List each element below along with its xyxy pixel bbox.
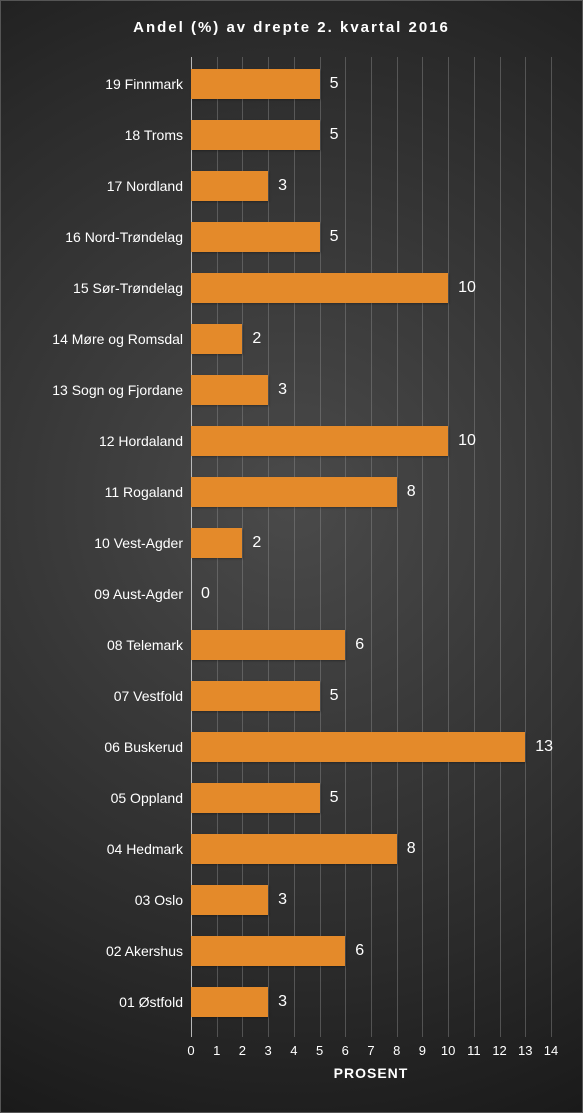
bar-row: 13 Sogn og Fjordane3 <box>191 375 551 405</box>
bar-value-label: 8 <box>407 483 416 501</box>
bar-row: 14 Møre og Romsdal2 <box>191 324 551 354</box>
x-tick-label: 14 <box>544 1043 558 1058</box>
bar-row: 12 Hordaland10 <box>191 426 551 456</box>
bar <box>191 681 320 711</box>
bar <box>191 120 320 150</box>
bar-row: 02 Akershus6 <box>191 936 551 966</box>
bar <box>191 171 268 201</box>
bar-row: 01 Østfold3 <box>191 987 551 1017</box>
bar-value-label: 6 <box>355 636 364 654</box>
x-tick-label: 6 <box>342 1043 349 1058</box>
category-label: 18 Troms <box>125 127 183 143</box>
bar <box>191 936 345 966</box>
x-tick-label: 4 <box>290 1043 297 1058</box>
category-label: 19 Finnmark <box>105 76 183 92</box>
bar-value-label: 5 <box>330 228 339 246</box>
x-tick-label: 1 <box>213 1043 220 1058</box>
bar <box>191 426 448 456</box>
x-tick-label: 5 <box>316 1043 323 1058</box>
category-label: 13 Sogn og Fjordane <box>52 382 183 398</box>
category-label: 15 Sør-Trøndelag <box>73 280 183 296</box>
bar-value-label: 3 <box>278 891 287 909</box>
bar <box>191 834 397 864</box>
bar <box>191 630 345 660</box>
bar-value-label: 6 <box>355 942 364 960</box>
bar <box>191 528 242 558</box>
category-label: 04 Hedmark <box>107 841 183 857</box>
bar-value-label: 10 <box>458 279 476 297</box>
x-tick-label: 10 <box>441 1043 455 1058</box>
bar-row: 06 Buskerud13 <box>191 732 551 762</box>
bar-value-label: 3 <box>278 993 287 1011</box>
bar-value-label: 8 <box>407 840 416 858</box>
x-ticks: 01234567891011121314 <box>191 1037 551 1067</box>
bar-row: 05 Oppland5 <box>191 783 551 813</box>
x-axis-label: PROSENT <box>191 1065 551 1081</box>
bar-row: 07 Vestfold5 <box>191 681 551 711</box>
chart-title: Andel (%) av drepte 2. kvartal 2016 <box>1 19 582 36</box>
bar <box>191 375 268 405</box>
category-label: 08 Telemark <box>107 637 183 653</box>
bar-value-label: 13 <box>535 738 553 756</box>
bar-row: 17 Nordland3 <box>191 171 551 201</box>
category-label: 05 Oppland <box>111 790 183 806</box>
bar-value-label: 3 <box>278 177 287 195</box>
bar <box>191 885 268 915</box>
bar-value-label: 3 <box>278 381 287 399</box>
bar-value-label: 5 <box>330 126 339 144</box>
category-label: 07 Vestfold <box>114 688 183 704</box>
x-tick-label: 9 <box>419 1043 426 1058</box>
x-tick-label: 3 <box>265 1043 272 1058</box>
category-label: 03 Oslo <box>135 892 183 908</box>
x-tick-label: 2 <box>239 1043 246 1058</box>
x-tick-label: 0 <box>187 1043 194 1058</box>
category-label: 17 Nordland <box>107 178 183 194</box>
gridline <box>551 57 552 1037</box>
bar-row: 16 Nord-Trøndelag5 <box>191 222 551 252</box>
bar-row: 18 Troms5 <box>191 120 551 150</box>
category-label: 11 Rogaland <box>105 484 183 500</box>
bar-row: 10 Vest-Agder2 <box>191 528 551 558</box>
bar-value-label: 5 <box>330 789 339 807</box>
category-label: 09 Aust-Agder <box>94 586 183 602</box>
bar <box>191 732 525 762</box>
bar-row: 19 Finnmark5 <box>191 69 551 99</box>
bar-row: 11 Rogaland8 <box>191 477 551 507</box>
bar-value-label: 2 <box>252 534 261 552</box>
category-label: 02 Akershus <box>106 943 183 959</box>
x-tick-label: 8 <box>393 1043 400 1058</box>
bar <box>191 69 320 99</box>
bar <box>191 324 242 354</box>
x-tick-label: 12 <box>492 1043 506 1058</box>
chart-container: Andel (%) av drepte 2. kvartal 2016 19 F… <box>0 0 583 1113</box>
x-tick-label: 7 <box>367 1043 374 1058</box>
bar-row: 08 Telemark6 <box>191 630 551 660</box>
bar-value-label: 0 <box>201 585 210 603</box>
category-label: 12 Hordaland <box>99 433 183 449</box>
bar-value-label: 2 <box>252 330 261 348</box>
category-label: 10 Vest-Agder <box>94 535 183 551</box>
bar-row: 15 Sør-Trøndelag10 <box>191 273 551 303</box>
bar <box>191 987 268 1017</box>
x-tick-label: 11 <box>467 1043 481 1058</box>
bar <box>191 222 320 252</box>
category-label: 01 Østfold <box>119 994 183 1010</box>
bar-value-label: 5 <box>330 75 339 93</box>
bar-row: 04 Hedmark8 <box>191 834 551 864</box>
bar <box>191 273 448 303</box>
category-label: 16 Nord-Trøndelag <box>65 229 183 245</box>
plot-area: 19 Finnmark5 18 Troms5 17 Nordland3 16 Nord… <box>191 57 551 1037</box>
bar <box>191 477 397 507</box>
x-tick-label: 13 <box>518 1043 532 1058</box>
category-label: 14 Møre og Romsdal <box>52 331 183 347</box>
bar-value-label: 10 <box>458 432 476 450</box>
category-label: 06 Buskerud <box>104 739 183 755</box>
bar-row: 03 Oslo3 <box>191 885 551 915</box>
bar <box>191 783 320 813</box>
bar-row: 09 Aust-Agder0 <box>191 579 551 609</box>
bar-value-label: 5 <box>330 687 339 705</box>
